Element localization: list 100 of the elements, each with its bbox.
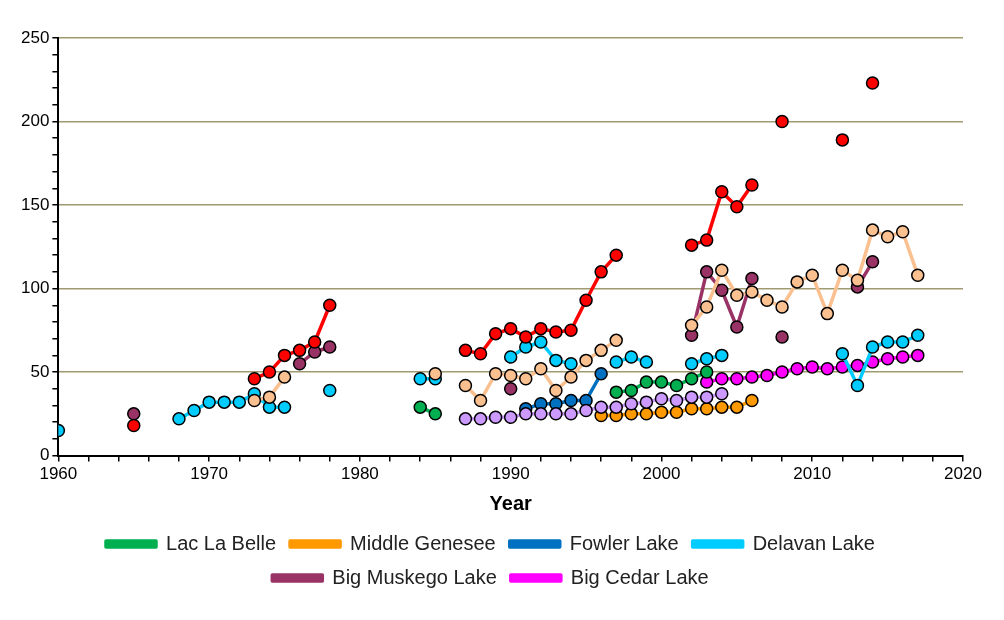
point [639, 375, 654, 389]
point [669, 405, 684, 419]
point [232, 395, 247, 409]
point [549, 325, 563, 339]
point [292, 343, 307, 358]
point [895, 225, 910, 239]
point [760, 368, 774, 383]
point [669, 378, 684, 393]
point [187, 403, 201, 418]
point [473, 393, 488, 408]
point [699, 402, 714, 416]
point [549, 407, 563, 421]
point [503, 321, 518, 336]
point [549, 383, 563, 398]
point [564, 407, 578, 421]
point [850, 358, 865, 373]
point [684, 402, 699, 416]
point [865, 76, 880, 90]
point [745, 285, 759, 299]
legend-label: Delavan Lake [752, 531, 875, 554]
point [790, 361, 804, 376]
point [594, 367, 608, 381]
y-tick-label: 250 [20, 27, 50, 47]
point [428, 407, 443, 421]
point [715, 400, 729, 414]
point [428, 367, 443, 381]
point [699, 300, 714, 314]
point [715, 184, 729, 199]
point [624, 350, 639, 364]
point [277, 400, 292, 414]
point [323, 340, 337, 354]
point [458, 343, 473, 358]
point [820, 306, 835, 321]
point [730, 288, 744, 302]
x-tick-label: 2000 [642, 464, 681, 484]
point [775, 330, 789, 344]
point [715, 387, 729, 401]
point [699, 233, 714, 247]
point [699, 365, 714, 379]
point [715, 348, 729, 363]
x-tick-label: 2010 [793, 464, 832, 484]
point [730, 320, 744, 334]
point [277, 370, 292, 384]
point [609, 248, 623, 262]
point [684, 238, 699, 252]
legend-label: Fowler Lake [569, 531, 679, 554]
point [323, 383, 337, 398]
point [277, 348, 292, 363]
point [730, 199, 744, 214]
point [217, 395, 231, 409]
point [715, 372, 729, 386]
point [534, 361, 548, 376]
point [609, 355, 623, 369]
point [835, 263, 850, 277]
point [503, 350, 518, 364]
point [473, 412, 488, 426]
point [669, 393, 684, 408]
point [715, 283, 729, 297]
point [730, 400, 744, 414]
point [458, 412, 473, 426]
point [865, 255, 880, 269]
legend-label: Big Muskego Lake [332, 565, 497, 588]
point [775, 365, 789, 379]
point [564, 393, 578, 408]
point [639, 355, 654, 369]
point [473, 346, 488, 361]
point [850, 378, 865, 393]
point [684, 318, 699, 333]
y-tick-label: 50 [30, 361, 50, 381]
point [639, 395, 654, 409]
point [684, 356, 699, 371]
point [458, 378, 473, 393]
point [202, 395, 216, 409]
point [488, 367, 503, 381]
point [262, 390, 277, 404]
x-tick-label: 1990 [491, 464, 530, 484]
point [911, 348, 925, 363]
point [292, 356, 307, 371]
point [850, 273, 865, 287]
legend-label: Lac La Belle [166, 531, 277, 554]
point [503, 410, 518, 424]
point [579, 293, 593, 307]
point [775, 114, 789, 129]
point [323, 298, 337, 313]
point [519, 372, 533, 386]
point [609, 333, 623, 348]
legend-label: Big Cedar Lake [570, 565, 709, 588]
point [805, 268, 819, 282]
point [699, 265, 714, 279]
point [865, 340, 880, 354]
point [880, 351, 895, 366]
point [488, 410, 503, 424]
point [895, 350, 910, 364]
point [413, 372, 427, 386]
point [534, 335, 548, 349]
point [911, 328, 925, 343]
point [172, 412, 186, 426]
point [715, 263, 729, 277]
y-tick-label: 100 [20, 278, 50, 298]
y-tick-label: 200 [20, 111, 50, 131]
